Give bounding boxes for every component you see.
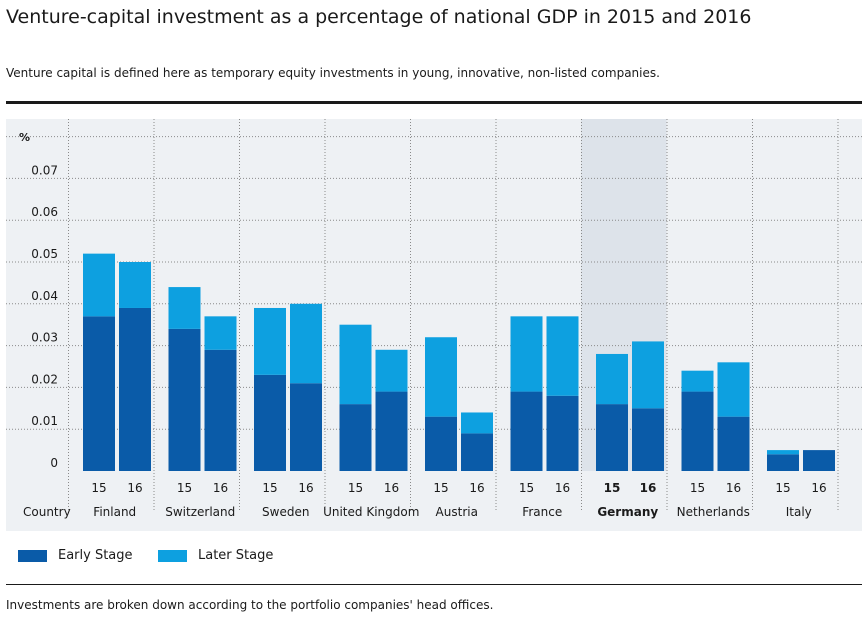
year-label: 16 [811, 481, 826, 495]
bar-early-germany-15 [596, 404, 628, 471]
year-label: 15 [519, 481, 534, 495]
legend-swatch-early-stage [18, 549, 47, 562]
year-label: 16 [640, 481, 657, 495]
year-label: 15 [177, 481, 192, 495]
year-label: 16 [213, 481, 228, 495]
bar-early-germany-16 [632, 408, 664, 471]
bar-early-france-15 [510, 391, 543, 471]
chart-title: Venture-capital investment as a percenta… [6, 6, 752, 28]
row-label-country: Country [23, 505, 71, 519]
category-label-austria: Austria [436, 505, 478, 519]
bar-chart: 0 0.01 0.02 0.03 0.04 0.05 0.06 0.07% 15 16 Finlan… [6, 119, 862, 519]
year-label: 15 [262, 481, 277, 495]
bar-later-united-kingdom-16 [375, 349, 408, 392]
bar-early-united-kingdom-16 [375, 391, 408, 471]
year-label: 16 [127, 481, 142, 495]
chart-subtitle: Venture capital is defined here as tempo… [6, 66, 660, 80]
footer-divider [6, 584, 862, 585]
year-label: 16 [384, 481, 399, 495]
legend-item-early-stage: Early Stage [18, 548, 133, 563]
bar-later-italy-15 [767, 450, 799, 455]
bar-early-netherlands-15 [681, 391, 714, 471]
category-label-united-kingdom: United Kingdom [323, 505, 419, 519]
bar-early-italy-15 [767, 454, 799, 471]
bar-later-germany-16 [632, 341, 664, 409]
year-label: 15 [690, 481, 705, 495]
category-label-germany: Germany [597, 505, 658, 519]
category-label-italy: Italy [786, 505, 812, 519]
bar-early-france-16 [546, 395, 579, 471]
bar-later-france-16 [546, 316, 579, 396]
bar-later-switzerland-16 [204, 316, 237, 350]
bar-later-austria-15 [425, 337, 457, 417]
bar-later-netherlands-15 [681, 370, 714, 392]
bar-early-switzerland-15 [168, 328, 201, 471]
bar-early-austria-15 [425, 416, 457, 471]
legend: Early Stage Later Stage [6, 548, 862, 574]
bar-early-italy-16 [803, 450, 835, 471]
bar-early-sweden-15 [254, 374, 286, 471]
chart-panel: 0 0.01 0.02 0.03 0.04 0.05 0.06 0.07% 15 16 Finlan… [6, 119, 862, 531]
legend-item-later-stage: Later Stage [158, 548, 273, 563]
bar-early-finland-16 [119, 307, 151, 471]
bar-early-sweden-16 [290, 383, 322, 471]
year-label: 15 [91, 481, 106, 495]
y-tick-label: 0 [50, 456, 58, 470]
bar-later-germany-15 [596, 353, 628, 405]
y-tick-label: 0.03 [31, 331, 58, 345]
bar-early-finland-15 [83, 316, 115, 471]
bar-later-finland-16 [119, 262, 151, 308]
legend-label-early-stage: Early Stage [58, 548, 133, 563]
year-label: 15 [433, 481, 448, 495]
bar-later-united-kingdom-15 [339, 324, 372, 405]
title-divider [6, 101, 862, 104]
bar-later-sweden-15 [254, 307, 286, 375]
bar-later-sweden-16 [290, 303, 322, 384]
category-label-switzerland: Switzerland [165, 505, 235, 519]
legend-label-later-stage: Later Stage [198, 548, 274, 563]
bar-later-netherlands-16 [717, 362, 750, 417]
year-label: 16 [469, 481, 484, 495]
category-label-netherlands: Netherlands [677, 505, 750, 519]
bar-early-switzerland-16 [204, 349, 237, 471]
bar-later-france-15 [510, 316, 543, 392]
bar-later-austria-16 [461, 412, 493, 434]
bar-early-austria-16 [461, 433, 493, 471]
bar-later-switzerland-15 [168, 287, 201, 329]
y-tick-label: 0.04 [31, 289, 58, 303]
y-tick-label: 0.07 [31, 163, 58, 177]
category-label-sweden: Sweden [262, 505, 309, 519]
legend-swatch-later-stage [158, 549, 187, 562]
footnote: Investments are broken down according to… [6, 598, 494, 612]
y-unit-label: % [19, 131, 30, 144]
y-tick-label: 0.06 [31, 205, 58, 219]
year-label: 15 [604, 481, 621, 495]
year-label: 16 [298, 481, 313, 495]
year-label: 16 [555, 481, 570, 495]
category-label-finland: Finland [93, 505, 136, 519]
y-tick-label: 0.01 [31, 414, 58, 428]
bar-later-finland-15 [83, 253, 115, 317]
bar-early-netherlands-16 [717, 416, 750, 471]
year-label: 15 [775, 481, 790, 495]
y-tick-label: 0.05 [31, 247, 58, 261]
year-label: 15 [348, 481, 363, 495]
y-tick-label: 0.02 [31, 372, 58, 386]
bar-early-united-kingdom-15 [339, 404, 372, 471]
category-label-france: France [522, 505, 562, 519]
year-label: 16 [726, 481, 741, 495]
